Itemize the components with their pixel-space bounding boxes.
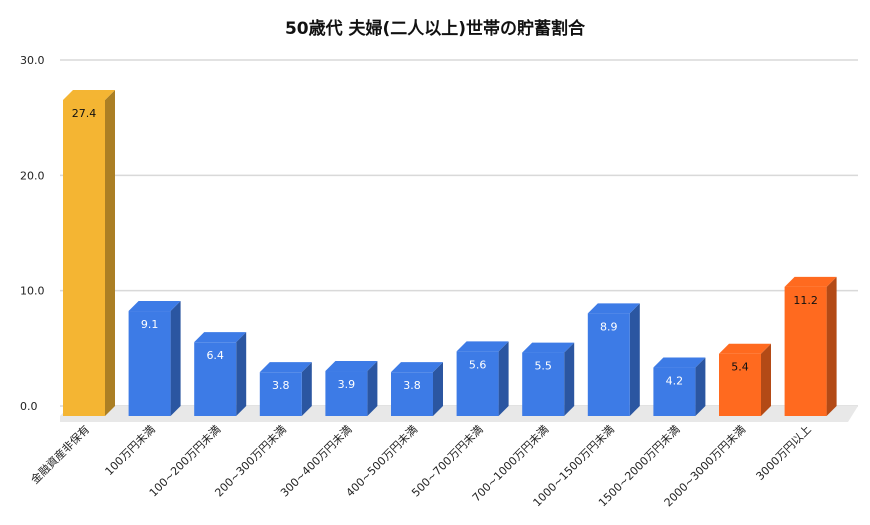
bar [456, 351, 499, 416]
bar [391, 372, 433, 416]
y-tick-label: 10.0 [20, 285, 45, 298]
bar-top [522, 342, 575, 353]
bar-side [301, 362, 312, 416]
x-tick-label: 100万円未満 [103, 423, 158, 478]
x-tick-label: 300~400万円未満 [278, 423, 355, 500]
data-label: 6.4 [206, 349, 224, 362]
bar [522, 352, 565, 416]
bar-side [564, 342, 575, 416]
bar-side [629, 303, 640, 416]
x-tick-label: 100~200万円未満 [147, 423, 224, 500]
y-tick-label: 20.0 [20, 169, 45, 182]
data-label: 27.4 [72, 107, 97, 120]
x-tick-label: 500~700万円未満 [409, 423, 486, 500]
data-label: 8.9 [600, 320, 618, 333]
bar-top [391, 362, 443, 373]
bar [194, 342, 237, 416]
bar [719, 353, 761, 416]
bar-top [128, 301, 181, 312]
bar-side [498, 341, 509, 416]
bar-top [63, 89, 115, 100]
data-label: 5.5 [534, 360, 552, 373]
bar-top [194, 332, 247, 343]
data-label: 3.8 [403, 379, 421, 392]
bar-top [719, 343, 771, 354]
data-label: 9.1 [141, 318, 159, 331]
bar-top [325, 361, 378, 372]
bar-side [236, 332, 247, 416]
bar-top [587, 303, 640, 314]
bar [587, 313, 630, 416]
bar-side [170, 301, 181, 416]
data-label: 3.8 [272, 379, 290, 392]
x-tick-label: 200~300万円未満 [212, 423, 289, 500]
bar [259, 372, 302, 416]
bar-side [826, 276, 837, 416]
data-label: 5.6 [469, 358, 487, 371]
bar [63, 99, 105, 416]
bar [325, 371, 368, 416]
data-label: 11.2 [793, 294, 818, 307]
bar-side [105, 89, 115, 416]
y-tick-label: 30.0 [20, 54, 45, 67]
bar-top [259, 362, 312, 373]
x-tick-label: 400~500万円未満 [344, 423, 421, 500]
bar [128, 311, 171, 416]
bar-side [695, 357, 706, 416]
x-tick-label: 3000万円以上 [754, 423, 814, 483]
chart-title: 50歳代 夫婦(二人以上)世帯の貯蓄割合 [284, 19, 586, 39]
y-tick-label: 0.0 [20, 400, 38, 413]
bar-top [653, 357, 706, 368]
bar [784, 286, 827, 416]
bar-side [367, 361, 378, 416]
bar-top [784, 276, 837, 287]
data-label: 3.9 [338, 378, 356, 391]
data-label: 5.4 [731, 361, 749, 374]
bar-side [433, 362, 443, 416]
bar-top [456, 341, 509, 352]
data-label: 4.2 [666, 375, 684, 388]
x-tick-label: 金融資産非保有 [28, 422, 92, 486]
bar [653, 367, 696, 416]
bar-side [761, 343, 771, 416]
